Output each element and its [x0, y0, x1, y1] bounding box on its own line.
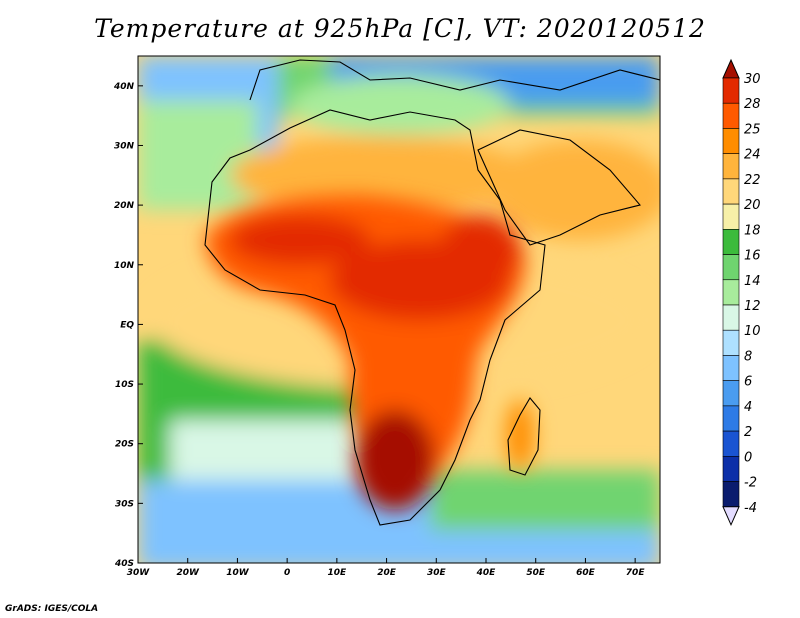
madagascar-heat [506, 400, 534, 470]
africa-east-max [440, 215, 520, 285]
colorbar-label: 10 [744, 324, 761, 339]
colorbar-swatch [722, 456, 740, 482]
field-mediterranean [290, 75, 510, 135]
colorbar-swatch [722, 178, 740, 205]
colorbar-label: 22 [744, 173, 761, 188]
colorbar-label: 28 [744, 97, 761, 112]
x-tick-label: 20W [176, 568, 200, 578]
x-tick-label: 30E [427, 568, 447, 578]
y-tick-label: 10S [115, 380, 134, 390]
colorbar-swatch [722, 380, 740, 407]
colorbar-label: 18 [744, 223, 761, 238]
field-southern-ocean-east [430, 470, 660, 530]
y-tick-label: EQ [120, 320, 134, 330]
grads-credit: GrADS: IGES/COLA [5, 604, 99, 614]
africa-south-max [355, 410, 435, 510]
colorbar-swatch [722, 279, 740, 306]
colorbar-swatch [722, 128, 740, 154]
colorbar-label: -4 [744, 501, 757, 516]
x-tick-label: 40E [476, 568, 497, 578]
arabia-coastline [477, 129, 641, 246]
map-title: Temperature at 925hPa [C], VT: 202012051… [94, 14, 706, 43]
land-heat [205, 195, 534, 510]
y-tick-label: 40N [113, 82, 135, 92]
colorbar-label: 16 [744, 249, 761, 264]
map-canvas: 30W 20W 10W 0 10E 20E 30E 40E 50E 60E 70E 40S 30S 20S… [113, 55, 761, 578]
x-tick-label: 70E [626, 568, 646, 578]
colorbar-label: 4 [744, 400, 752, 415]
colorbar-swatch [722, 355, 740, 381]
colorbar-swatch [722, 329, 740, 356]
y-tick-label: 30N [114, 141, 135, 151]
colorbar-swatch [722, 102, 740, 129]
field-sahara [230, 135, 530, 215]
colorbar-label: -2 [744, 476, 757, 491]
colorbar-label: 30 [744, 72, 761, 87]
colorbar-swatch [722, 405, 740, 432]
colorbar-label: 25 [744, 122, 761, 137]
y-tick-label: 40S [114, 559, 134, 569]
madagascar-coastline [507, 397, 541, 476]
temperature-field [138, 56, 660, 563]
x-tick-label: 0 [284, 568, 290, 578]
x-tick-label: 20E [377, 568, 397, 578]
x-tick-label: 50E [526, 568, 546, 578]
map-frame [137, 55, 661, 564]
africa-coastline [204, 109, 546, 526]
y-tick-label: 20N [114, 201, 135, 211]
y-tick-label: 10N [114, 261, 135, 271]
x-tick-label: 60E [576, 568, 596, 578]
colorbar-swatch [722, 229, 740, 255]
colorbar-swatch [722, 430, 740, 457]
y-tick-label: 20S [115, 440, 134, 450]
field-arabia [490, 140, 660, 240]
colorbar-swatch [722, 481, 740, 508]
colorbar-label: 0 [744, 450, 752, 465]
x-tick-label: 30W [127, 568, 151, 578]
colorbar-label: 14 [744, 274, 761, 289]
colorbar-label: 8 [744, 349, 752, 364]
colorbar-label: 6 [744, 375, 752, 390]
colorbar-swatch [722, 77, 740, 104]
x-tick-label: 10E [328, 568, 348, 578]
coastlines [204, 59, 660, 526]
colorbar-over-arrow [722, 58, 740, 79]
colorbar-swatch [722, 254, 740, 281]
africa-west-max [230, 215, 370, 265]
colorbar-swatch [722, 203, 740, 230]
colorbar-label: 24 [744, 148, 761, 163]
colorbar-label: 2 [744, 425, 752, 440]
field-atlantic-cool [138, 100, 258, 210]
x-tick-label: 10W [226, 568, 250, 578]
y-tick-label: 30S [115, 499, 134, 509]
europe-coastline [249, 59, 660, 101]
colorbar-swatch [722, 153, 740, 180]
colorbar-swatch [722, 304, 740, 331]
axis-ticks: 30W 20W 10W 0 10E 20E 30E 40E 50E 60E 70E 40S 30S 20S… [113, 82, 645, 578]
colorbar-label: 20 [744, 198, 761, 213]
colorbar-label: 12 [744, 299, 761, 314]
colorbar-under-arrow [722, 506, 740, 527]
